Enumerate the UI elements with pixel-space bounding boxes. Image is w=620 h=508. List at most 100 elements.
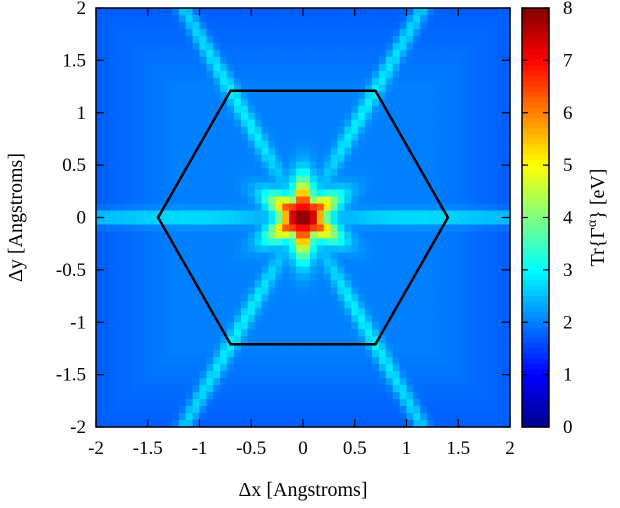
heatmap-cell bbox=[358, 413, 366, 421]
heatmap-cell bbox=[109, 196, 118, 205]
heatmap-cell bbox=[351, 231, 359, 240]
heatmap-cell bbox=[199, 154, 207, 163]
heatmap-cell bbox=[503, 126, 511, 135]
heatmap-cell bbox=[372, 301, 380, 309]
heatmap-cell bbox=[137, 182, 145, 191]
heatmap-cell bbox=[137, 420, 145, 428]
colorbar-segment bbox=[522, 55, 549, 61]
heatmap-cell bbox=[323, 105, 332, 114]
colorbar-segment bbox=[522, 186, 549, 192]
heatmap-cell bbox=[441, 119, 449, 128]
heatmap-cell bbox=[254, 175, 263, 184]
heatmap-cell bbox=[372, 112, 380, 121]
heatmap-cell bbox=[227, 301, 235, 309]
heatmap-cell bbox=[289, 8, 297, 16]
heatmap-cell bbox=[227, 266, 235, 274]
heatmap-cell bbox=[344, 301, 352, 309]
heatmap-cell bbox=[482, 259, 490, 267]
heatmap-cell bbox=[413, 371, 421, 379]
heatmap-cell bbox=[123, 224, 132, 233]
heatmap-cell bbox=[227, 98, 235, 107]
heatmap-cell bbox=[475, 168, 483, 177]
heatmap-cell bbox=[268, 224, 276, 233]
heatmap-cell bbox=[123, 91, 132, 100]
heatmap-cell bbox=[151, 91, 159, 100]
heatmap-cell bbox=[137, 14, 145, 23]
heatmap-cell bbox=[289, 273, 297, 281]
heatmap-cell bbox=[192, 182, 201, 191]
heatmap-cell bbox=[365, 161, 373, 170]
heatmap-cell bbox=[289, 154, 297, 163]
heatmap-cell bbox=[475, 245, 483, 254]
heatmap-cell bbox=[385, 413, 394, 421]
heatmap-cell bbox=[413, 238, 421, 247]
heatmap-cell bbox=[385, 77, 394, 86]
heatmap-cell bbox=[461, 56, 470, 65]
heatmap-cell bbox=[165, 273, 173, 281]
heatmap-cell bbox=[192, 329, 201, 337]
heatmap-cell bbox=[275, 84, 283, 93]
heatmap-cell bbox=[496, 392, 504, 400]
heatmap-cell bbox=[185, 182, 194, 191]
heatmap-cell bbox=[178, 294, 187, 302]
heatmap-cell bbox=[96, 322, 104, 330]
heatmap-cell bbox=[296, 154, 304, 163]
heatmap-cell bbox=[413, 287, 421, 295]
heatmap-cell bbox=[234, 154, 242, 163]
heatmap-cell bbox=[206, 56, 214, 65]
heatmap-cell bbox=[496, 196, 504, 205]
heatmap-cell bbox=[330, 119, 339, 128]
heatmap-cell bbox=[441, 140, 449, 149]
heatmap-cell bbox=[171, 301, 180, 309]
heatmap-cell bbox=[254, 329, 263, 337]
heatmap-cell bbox=[351, 112, 359, 121]
heatmap-cell bbox=[316, 140, 325, 149]
heatmap-cell bbox=[482, 252, 490, 260]
heatmap-cell bbox=[392, 63, 401, 72]
heatmap-cell bbox=[234, 273, 242, 281]
heatmap-cell bbox=[165, 217, 173, 226]
heatmap-cell bbox=[303, 392, 311, 400]
heatmap-cell bbox=[275, 126, 283, 135]
colorbar-segment bbox=[522, 149, 549, 156]
heatmap-cell bbox=[420, 105, 428, 114]
heatmap-cell bbox=[344, 245, 352, 254]
heatmap-cell bbox=[213, 238, 221, 247]
colorbar-segment bbox=[522, 379, 549, 386]
heatmap-cell bbox=[171, 224, 180, 233]
heatmap-cell bbox=[358, 266, 366, 274]
heatmap-cell bbox=[503, 420, 511, 428]
heatmap-cell bbox=[427, 203, 435, 212]
heatmap-cell bbox=[344, 8, 352, 16]
heatmap-cell bbox=[365, 231, 373, 240]
heatmap-cell bbox=[102, 273, 111, 281]
heatmap-cell bbox=[454, 350, 463, 358]
heatmap-cell bbox=[123, 301, 132, 309]
heatmap-cell bbox=[427, 336, 435, 344]
heatmap-cell bbox=[351, 364, 359, 372]
heatmap-cell bbox=[323, 182, 332, 191]
heatmap-cell bbox=[351, 252, 359, 260]
heatmap-cell bbox=[454, 399, 463, 407]
heatmap-cell bbox=[461, 203, 470, 212]
heatmap-cell bbox=[420, 175, 428, 184]
heatmap-cell bbox=[323, 357, 332, 365]
heatmap-cell bbox=[247, 210, 256, 219]
heatmap-cell bbox=[475, 21, 483, 30]
heatmap-cell bbox=[489, 392, 497, 400]
heatmap-cell bbox=[96, 42, 104, 51]
heatmap-cell bbox=[365, 357, 373, 365]
heatmap-cell bbox=[441, 266, 449, 274]
heatmap-cell bbox=[227, 56, 235, 65]
colorbar-segment bbox=[522, 23, 549, 30]
heatmap-cell bbox=[165, 35, 173, 44]
heatmap-cell bbox=[413, 336, 421, 344]
heatmap-cell bbox=[323, 413, 332, 421]
heatmap-cell bbox=[378, 14, 387, 23]
heatmap-cell bbox=[261, 161, 270, 170]
heatmap-cell bbox=[192, 224, 201, 233]
heatmap-cell bbox=[123, 350, 132, 358]
heatmap-cell bbox=[337, 294, 345, 302]
heatmap-cell bbox=[123, 154, 132, 163]
heatmap-cell bbox=[109, 224, 118, 233]
